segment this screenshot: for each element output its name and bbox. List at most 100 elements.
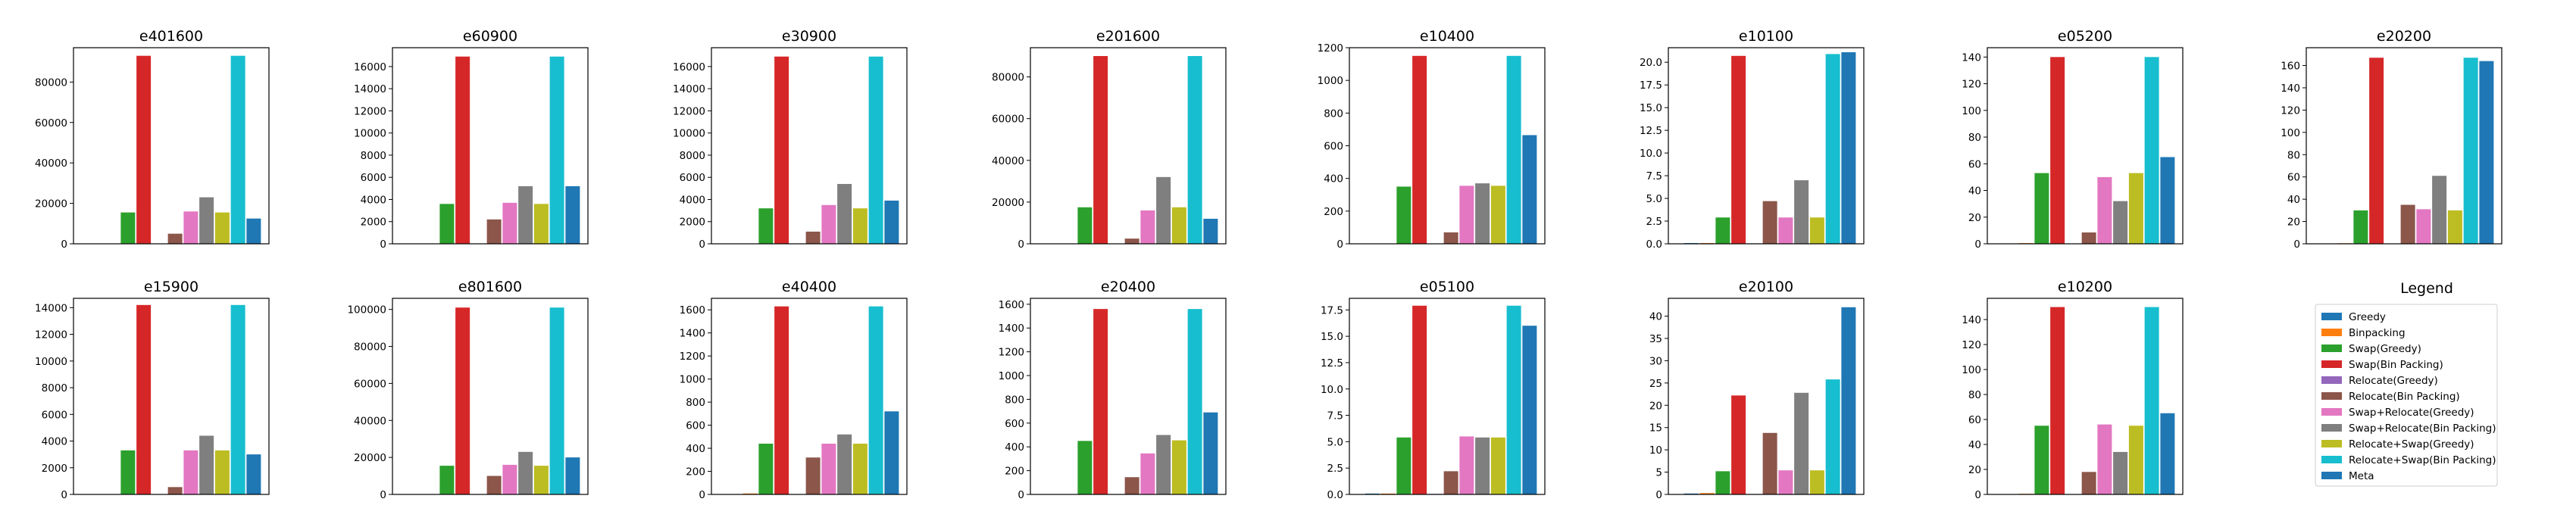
- bar: [1093, 309, 1108, 494]
- y-tick-label: 30: [1649, 355, 1662, 367]
- y-tick-label: 0: [61, 238, 67, 251]
- y-tick-label: 4000: [42, 436, 67, 448]
- panel-title: e20200: [2377, 28, 2431, 45]
- bar: [1124, 238, 1140, 244]
- legend-swatch: [2321, 456, 2342, 463]
- bar: [1412, 55, 1427, 245]
- panel-title: e15900: [144, 279, 199, 295]
- legend-swatch: [2321, 408, 2342, 416]
- bar: [439, 204, 455, 244]
- bar: [1506, 55, 1521, 245]
- axes-frame: [711, 47, 908, 245]
- legend-label: Relocate+Swap(Bin Packing): [2349, 454, 2496, 466]
- y-tick-label: 40: [1968, 186, 1981, 198]
- panel-title: e20400: [1101, 279, 1155, 295]
- y-tick-label: 1400: [999, 323, 1024, 335]
- y-tick-label: 1400: [680, 328, 705, 340]
- bar: [1156, 176, 1171, 244]
- y-tick-label: 20: [1968, 464, 1981, 476]
- bar: [2160, 157, 2175, 244]
- axes-frame: [1987, 298, 2184, 495]
- bar: [486, 219, 502, 244]
- chart-panel: e10400 0 200 400 600 800 1000 1200: [1318, 28, 1546, 251]
- bar: [2050, 57, 2065, 244]
- y-tick-label: 20: [1968, 212, 1981, 224]
- bar: [1156, 435, 1171, 494]
- axes-frame: [711, 298, 908, 495]
- bar: [1841, 51, 1856, 245]
- bar: [2128, 426, 2143, 494]
- y-tick-label: 0: [699, 489, 705, 501]
- y-tick-label: 200: [1005, 466, 1024, 478]
- y-tick-label: 12000: [673, 105, 705, 117]
- bar: [565, 457, 580, 494]
- bar: [1506, 305, 1521, 494]
- y-tick-label: 2.5: [1646, 216, 1662, 228]
- bar: [1841, 307, 1856, 494]
- y-tick-label: 2000: [680, 217, 705, 229]
- y-tick-label: 2000: [361, 217, 386, 229]
- y-tick-label: 600: [686, 420, 705, 432]
- axes-frame: [73, 47, 270, 245]
- legend-label: Meta: [2349, 470, 2374, 482]
- y-tick-label: 200: [686, 466, 705, 479]
- legend-label: Swap+Relocate(Bin Packing): [2349, 422, 2496, 435]
- chart-panel: e401600 0 20000 40000 60000 80000: [35, 28, 270, 251]
- bar: [868, 306, 883, 494]
- legend-swatch: [2321, 344, 2342, 352]
- axes-frame: [1668, 47, 1865, 245]
- y-tick-label: 20: [1649, 400, 1662, 412]
- legend-label: Swap(Greedy): [2349, 343, 2421, 355]
- y-tick-label: 0: [1018, 489, 1024, 501]
- bar: [1731, 395, 1746, 494]
- bar: [2034, 426, 2049, 494]
- bar: [199, 197, 214, 244]
- chart-panels: e401600020000400006000080000e60900020004…: [35, 28, 2503, 501]
- y-tick-label: 140: [2281, 83, 2300, 95]
- y-tick-label: 800: [1005, 394, 1024, 406]
- y-tick-label: 800: [686, 397, 705, 409]
- bar: [1459, 436, 1474, 494]
- bar: [884, 411, 899, 494]
- legend-swatch: [2321, 360, 2342, 368]
- chart-panel: e05200 0 20 40 60 80 100 120 140: [1962, 28, 2184, 251]
- bar: [852, 208, 868, 244]
- bar: [199, 435, 214, 494]
- y-tick-label: 6000: [42, 409, 67, 421]
- bar: [2081, 232, 2096, 244]
- bar: [549, 307, 564, 494]
- y-tick-label: 0: [61, 489, 67, 501]
- y-tick-label: 40: [2287, 194, 2300, 206]
- y-tick-label: 60000: [354, 378, 386, 390]
- legend-label: Relocate(Greedy): [2349, 375, 2438, 387]
- y-tick-label: 1000: [999, 370, 1024, 382]
- legend-swatch: [2321, 424, 2342, 432]
- bar: [136, 55, 152, 244]
- chart-panel: e05100 0.0 2.5 5.0 7.5 10.0 12.5 15.0 17.5: [1321, 279, 1546, 501]
- y-tick-label: 0: [1974, 238, 1981, 251]
- y-tick-label: 80: [2287, 149, 2300, 161]
- legend-swatch: [2321, 376, 2342, 384]
- legend-label: Swap+Relocate(Greedy): [2349, 407, 2474, 419]
- chart-panel: e20400 0 200 400 600 800 1000 1200 1400 1600: [999, 279, 1227, 501]
- y-tick-label: 5.0: [1646, 193, 1662, 205]
- bar: [1171, 440, 1186, 494]
- bar: [758, 208, 774, 244]
- y-tick-label: 12.5: [1321, 357, 1343, 369]
- bar: [1715, 471, 1730, 494]
- bar: [230, 304, 245, 494]
- chart-panel: e201600 0 20000 40000 60000 80000: [992, 28, 1227, 251]
- y-tick-label: 15: [1649, 422, 1662, 435]
- bar: [2097, 176, 2112, 244]
- bar: [246, 218, 261, 244]
- bar: [2416, 209, 2431, 244]
- bar: [1077, 207, 1093, 244]
- bar: [455, 56, 470, 245]
- bar: [230, 55, 245, 244]
- bar: [549, 56, 564, 245]
- bar: [2113, 451, 2128, 494]
- y-tick-label: 0.0: [1646, 238, 1662, 251]
- panel-title: e60900: [463, 28, 517, 45]
- y-tick-label: 17.5: [1640, 80, 1662, 92]
- y-tick-label: 0: [699, 238, 705, 251]
